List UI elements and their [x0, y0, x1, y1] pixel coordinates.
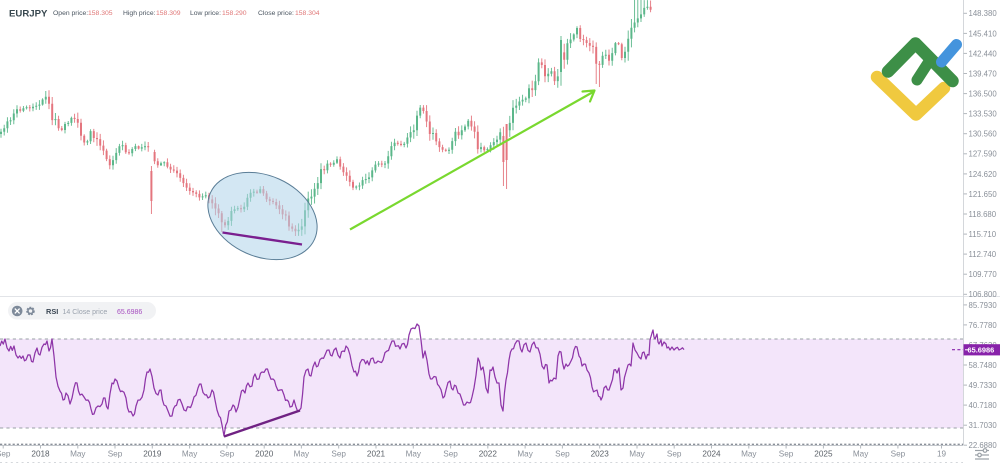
svg-text:139.470: 139.470: [969, 69, 998, 78]
svg-text:High price:: High price:: [123, 10, 156, 17]
svg-text:158.304: 158.304: [295, 10, 320, 17]
svg-text:145.410: 145.410: [969, 29, 998, 38]
svg-text:142.440: 142.440: [969, 49, 998, 58]
svg-text:Sep: Sep: [331, 450, 346, 459]
svg-text:136.500: 136.500: [969, 90, 998, 99]
svg-text:118.680: 118.680: [969, 210, 997, 219]
svg-text:40.7180: 40.7180: [969, 401, 998, 410]
svg-text:2021: 2021: [367, 450, 386, 459]
svg-text:58.7480: 58.7480: [969, 361, 998, 370]
svg-text:2018: 2018: [31, 450, 50, 459]
svg-text:31.7030: 31.7030: [969, 421, 998, 430]
svg-text:Close price:: Close price:: [258, 10, 294, 17]
svg-text:May: May: [70, 450, 86, 459]
svg-text:Sep: Sep: [555, 450, 570, 459]
svg-text:2025: 2025: [814, 450, 833, 459]
svg-text:May: May: [406, 450, 422, 459]
svg-text:RSI: RSI: [46, 307, 58, 316]
svg-text:124.620: 124.620: [969, 170, 998, 179]
svg-text:65.6986: 65.6986: [117, 309, 142, 316]
svg-text:109.770: 109.770: [969, 270, 998, 279]
svg-text:158.290: 158.290: [222, 10, 247, 17]
svg-text:65.6986: 65.6986: [968, 346, 995, 355]
svg-text:14 Close price: 14 Close price: [63, 309, 108, 316]
svg-text:Low price:: Low price:: [190, 10, 221, 17]
svg-text:158.309: 158.309: [156, 10, 181, 17]
svg-text:130.560: 130.560: [969, 130, 998, 139]
svg-text:Sep: Sep: [667, 450, 682, 459]
svg-text:Open price:: Open price:: [53, 10, 88, 17]
svg-text:May: May: [294, 450, 310, 459]
svg-text:May: May: [629, 450, 645, 459]
svg-text:2020: 2020: [255, 450, 274, 459]
svg-text:Sep: Sep: [108, 450, 123, 459]
svg-text:EURJPY: EURJPY: [9, 8, 48, 19]
svg-text:112.740: 112.740: [969, 250, 997, 259]
svg-text:133.530: 133.530: [969, 110, 998, 119]
svg-text:Sep: Sep: [779, 450, 794, 459]
svg-text:158.305: 158.305: [88, 10, 113, 17]
svg-text:May: May: [182, 450, 198, 459]
svg-text:Sep: Sep: [0, 450, 11, 459]
svg-text:2022: 2022: [479, 450, 498, 459]
svg-text:Sep: Sep: [891, 450, 906, 459]
svg-text:May: May: [517, 450, 533, 459]
svg-text:49.7330: 49.7330: [969, 381, 998, 390]
svg-text:115.710: 115.710: [969, 230, 997, 239]
svg-text:Sep: Sep: [220, 450, 235, 459]
svg-text:Sep: Sep: [443, 450, 458, 459]
svg-text:2024: 2024: [702, 450, 721, 459]
svg-text:May: May: [853, 450, 869, 459]
svg-text:148.380: 148.380: [969, 9, 998, 18]
svg-text:22.6880: 22.6880: [969, 441, 998, 450]
svg-text:2019: 2019: [143, 450, 162, 459]
svg-text:106.800: 106.800: [969, 290, 998, 299]
svg-text:2023: 2023: [591, 450, 610, 459]
svg-text:85.7930: 85.7930: [969, 301, 998, 310]
svg-text:76.7780: 76.7780: [969, 321, 998, 330]
svg-text:121.650: 121.650: [969, 190, 998, 199]
svg-text:May: May: [741, 450, 757, 459]
svg-text:127.590: 127.590: [969, 150, 998, 159]
svg-text:19: 19: [937, 450, 947, 459]
